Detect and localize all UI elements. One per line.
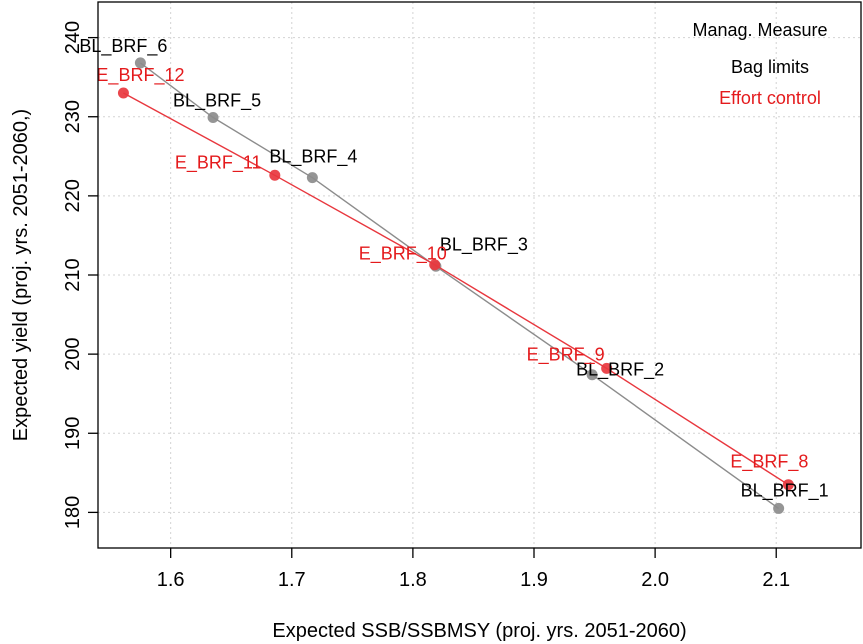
data-point-e-brf-11 [269,169,281,181]
point-label-bl-brf-6: BL_BRF_6 [79,36,167,57]
x-tick-label: 1.7 [278,569,306,591]
y-tick-label: 220 [62,179,84,212]
legend-entry-bag-limits: Bag limits [731,57,809,77]
series-layer [117,57,794,514]
data-point-e-brf-10 [429,259,441,271]
point-label-e-brf-10: E_BRF_10 [359,244,447,265]
grid-lines [98,2,861,548]
x-axis: 1.6 1.7 1.8 1.9 2.0 2.1 [157,548,790,591]
point-label-e-brf-9: E_BRF_9 [527,344,605,365]
point-label-bl-brf-4: BL_BRF_4 [269,147,357,168]
data-point-bl-brf-2 [586,369,598,381]
point-label-bl-brf-1: BL_BRF_1 [741,480,829,501]
point-label-e-brf-11: E_BRF_11 [175,152,262,173]
data-point-e-brf-9 [601,362,613,374]
legend: Manag. Measure Bag limits Effort control [692,20,827,108]
data-point-bl-brf-1 [773,502,785,514]
data-point-e-brf-12 [117,87,129,99]
x-tick-label: 2.1 [762,569,790,591]
y-axis: 180 190 200 210 220 230 240 [62,21,98,529]
x-tick-label: 1.8 [399,569,427,591]
y-tick-label: 210 [62,258,84,291]
x-axis-title: Expected SSB/SSBMSY (proj. yrs. 2051-206… [272,620,686,642]
y-tick-label: 230 [62,100,84,133]
y-axis-title: Expected yield (proj. yrs. 2051-2060,) [10,109,32,441]
point-label-bl-brf-2: BL_BRF_2 [576,360,664,381]
point-label-bl-brf-5: BL_BRF_5 [173,91,261,112]
y-tick-label: 190 [62,417,84,450]
point-label-bl-brf-3: BL_BRF_3 [440,234,528,255]
data-point-e-brf-8 [782,479,794,491]
point-label-e-brf-12: E_BRF_12 [96,65,184,86]
y-tick-label: 240 [62,21,84,54]
x-tick-label: 1.9 [520,569,548,591]
point-labels: BL_BRF_1 BL_BRF_2 BL_BRF_3 BL_BRF_4 BL_BRF_5… [79,36,828,502]
series-line-0 [139,62,780,509]
legend-title: Manag. Measure [692,20,827,40]
data-point-bl-brf-4 [306,172,318,184]
y-tick-label: 200 [62,337,84,370]
point-label-e-brf-8: E_BRF_8 [730,452,808,473]
data-point-bl-brf-5 [207,112,219,124]
y-tick-label: 180 [62,496,84,529]
legend-entry-effort-control: Effort control [719,88,821,108]
x-tick-label: 2.0 [641,569,669,591]
x-tick-label: 1.6 [157,569,185,591]
data-point-bl-brf-6 [134,57,146,69]
